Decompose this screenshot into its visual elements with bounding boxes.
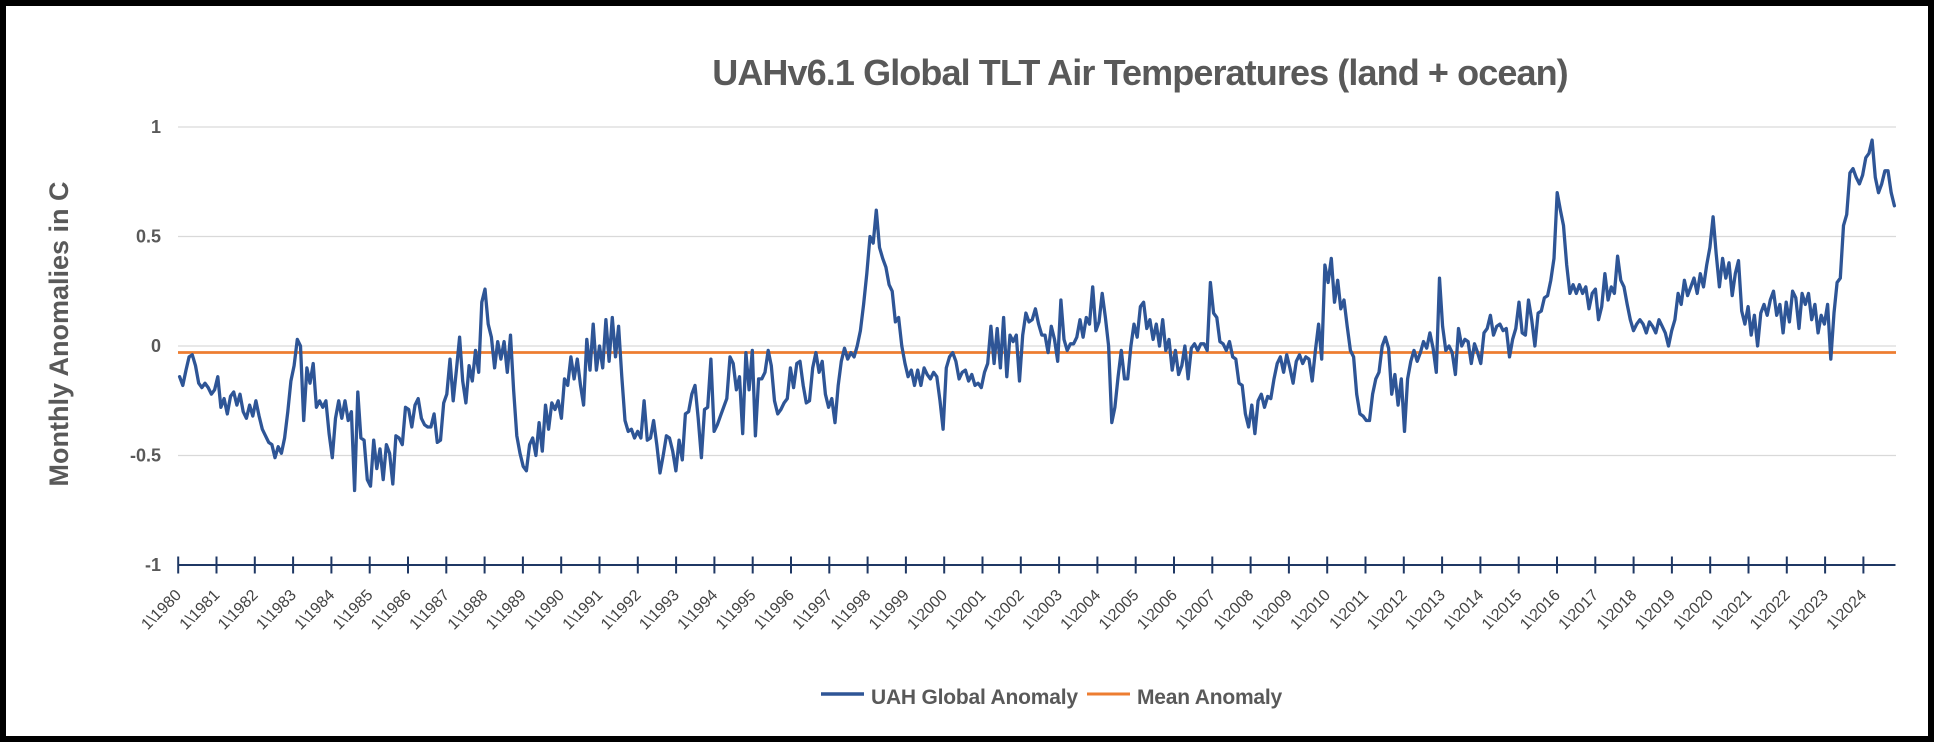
svg-text:-1: -1: [145, 555, 161, 575]
svg-text:UAH Global Anomaly: UAH Global Anomaly: [871, 686, 1078, 709]
svg-text:0: 0: [151, 336, 161, 356]
svg-text:0.5: 0.5: [136, 227, 161, 247]
svg-text:Monthly Anomalies in C: Monthly Anomalies in C: [44, 181, 74, 486]
svg-text:Mean Anomaly: Mean Anomaly: [1137, 686, 1283, 709]
svg-text:1: 1: [151, 117, 161, 137]
svg-text:-0.5: -0.5: [130, 446, 161, 466]
svg-text:UAHv6.1 Global TLT Air Tempera: UAHv6.1 Global TLT Air Temperatures (lan…: [712, 52, 1568, 93]
